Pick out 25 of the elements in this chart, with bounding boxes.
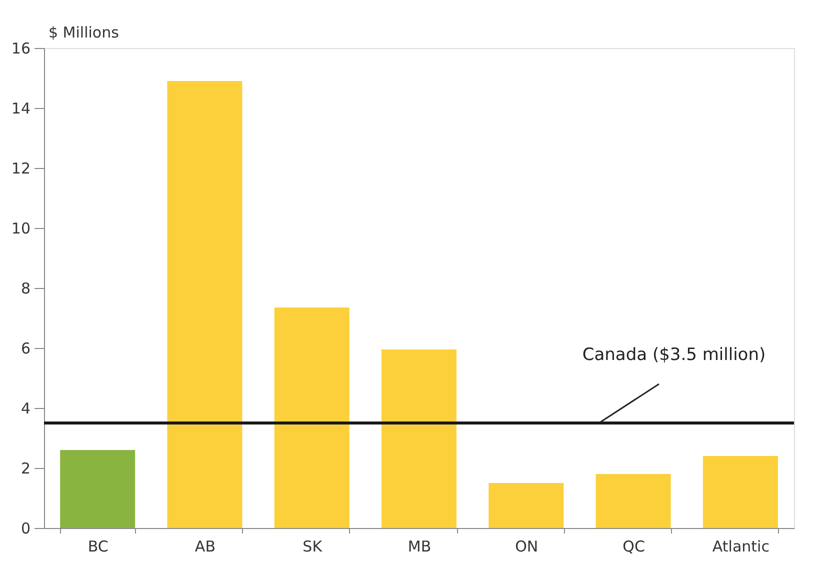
y-tick-label: 4 (20, 400, 30, 418)
bar (60, 450, 136, 528)
y-axis-title: $ Millions (48, 24, 120, 42)
y-tick-label: 14 (11, 100, 30, 118)
x-tick-label: AB (194, 538, 216, 556)
x-tick-label: SK (302, 538, 324, 556)
y-tick-label: 8 (20, 280, 30, 298)
x-tick-label: MB (408, 538, 432, 556)
y-tick-label: 16 (11, 40, 30, 58)
x-tick-label: BC (88, 538, 108, 556)
x-tick-label: ON (515, 538, 538, 556)
bar (488, 483, 564, 528)
y-tick-label: 6 (20, 340, 30, 358)
y-tick-label: 2 (20, 460, 30, 478)
y-tick-label: 10 (11, 220, 30, 238)
bar (167, 81, 242, 528)
y-tick-label: 12 (11, 160, 30, 178)
bar (596, 474, 671, 528)
x-tick-label: QC (622, 538, 645, 556)
ref-line-label: Canada ($3.5 million) (582, 345, 766, 365)
bar (382, 350, 456, 528)
y-tick-label: 0 (20, 520, 30, 538)
x-tick-label: Atlantic (712, 538, 770, 556)
bar (274, 308, 350, 528)
bar (702, 456, 778, 528)
